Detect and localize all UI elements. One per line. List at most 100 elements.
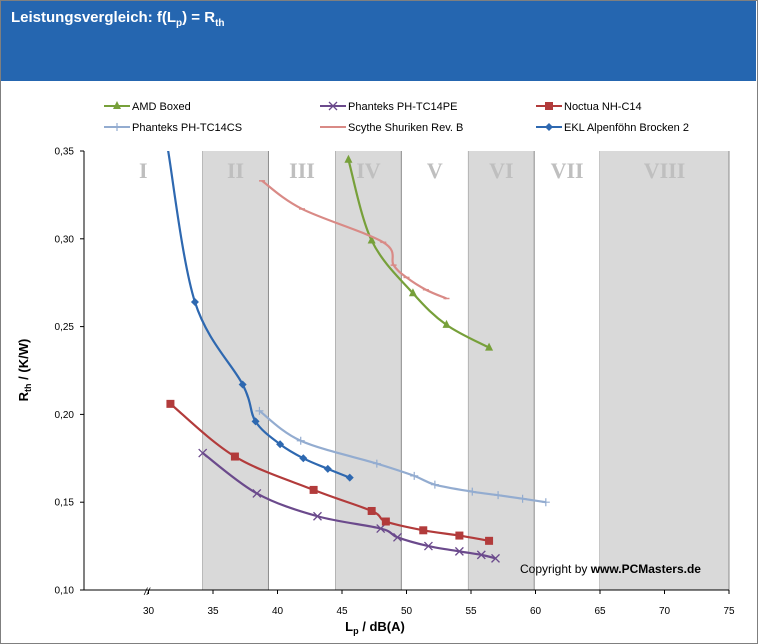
data-point <box>541 498 550 507</box>
series-layer <box>166 151 550 563</box>
x-tick-label: 60 <box>530 606 542 617</box>
legend-label: Scythe Shuriken Rev. B <box>348 122 463 134</box>
data-point <box>252 488 262 498</box>
data-point <box>255 406 264 415</box>
data-point <box>454 546 464 556</box>
data-point <box>408 288 417 297</box>
data-point <box>309 485 318 494</box>
data-point <box>455 531 464 540</box>
data-point <box>442 319 451 328</box>
legend-item-phanteks-ph-tc14pe: Phanteks PH-TC14PE <box>320 101 457 113</box>
x-tick-label: 50 <box>401 606 413 617</box>
x-tick-label: 45 <box>336 606 348 617</box>
data-point <box>251 417 260 426</box>
data-point <box>485 536 494 545</box>
data-point <box>276 440 285 449</box>
legend-item-phanteks-ph-tc14cs: Phanteks PH-TC14CS <box>104 122 242 134</box>
x-tick-label: 65 <box>594 606 606 617</box>
legend-label: Phanteks PH-TC14CS <box>132 122 242 134</box>
data-point <box>494 491 503 500</box>
data-point <box>313 511 322 521</box>
data-point <box>190 298 199 307</box>
x-tick-label: 70 <box>659 606 671 617</box>
y-axis-title: Rth / (K/W) <box>16 339 33 402</box>
zone-label-i: I <box>139 158 148 183</box>
chart-title: Leistungsvergleich: f(Lp) = Rth <box>11 9 225 29</box>
series-phanteks-ph-tc14cs <box>255 406 550 507</box>
axes-layer: 0,10 0,15 0,20 0,25 0,30 0,35 30 35 40 45 50 55 60 65… <box>55 147 735 618</box>
data-point <box>485 342 494 351</box>
x-axis-title: Lp / dB(A) <box>345 619 405 636</box>
y-tick-label: 0,30 <box>55 234 75 245</box>
zone-band-iv <box>335 151 402 590</box>
legend-item-noctua-nh-c14: Noctua NH-C14 <box>536 101 642 113</box>
zone-label-vi: VI <box>489 158 513 183</box>
series-phanteks-ph-tc14pe <box>198 448 500 563</box>
zone-band-viii <box>600 151 729 590</box>
series-amd-boxed <box>344 154 494 351</box>
legend-item-amd-boxed: AMD Boxed <box>104 101 191 113</box>
data-point <box>323 464 332 473</box>
zone-band-vi <box>468 151 535 590</box>
data-point <box>372 459 381 468</box>
x-tick-label: 40 <box>272 606 284 617</box>
zone-band-ii <box>202 151 269 590</box>
y-tick-label: 0,25 <box>55 322 75 333</box>
data-point <box>345 473 354 482</box>
legend-item-scythe-shuriken-rev-b: Scythe Shuriken Rev. B <box>320 122 463 134</box>
data-point <box>344 154 353 163</box>
data-point <box>419 526 428 535</box>
data-point <box>113 123 121 131</box>
axis-break-mark: // <box>143 587 151 598</box>
title-bar: Leistungsvergleich: f(Lp) = Rth <box>1 1 756 81</box>
series-noctua-nh-c14 <box>166 399 494 545</box>
data-point <box>545 102 553 110</box>
data-point <box>423 541 433 551</box>
y-tick-label: 0,10 <box>55 586 75 597</box>
series-line <box>347 159 490 349</box>
legend-label: EKL Alpenföhn Brocken 2 <box>564 122 689 134</box>
data-point <box>328 101 338 111</box>
data-point <box>376 524 386 533</box>
data-point <box>367 235 376 244</box>
zone-label-viii: VIII <box>644 158 686 183</box>
y-tick-label: 0,35 <box>55 147 75 158</box>
data-point <box>113 101 121 109</box>
legend-label: Phanteks PH-TC14PE <box>348 101 457 113</box>
data-point <box>230 452 239 461</box>
data-point <box>393 532 402 542</box>
legend-label: Noctua NH-C14 <box>564 101 642 113</box>
data-point <box>381 517 390 526</box>
x-tick-label: 55 <box>465 606 477 617</box>
zone-label-v: V <box>427 158 443 183</box>
zone-label-iii: III <box>289 158 315 183</box>
y-tick-label: 0,20 <box>55 410 75 421</box>
copyright-notice: Copyright by www.PCMasters.de <box>520 562 701 576</box>
data-point <box>545 123 553 131</box>
data-point <box>518 494 527 503</box>
y-tick-label: 0,15 <box>55 498 75 509</box>
legend: AMD Boxed Phanteks PH-TC14PE Noctua NH-C14… <box>104 101 689 134</box>
zone-label-ii: II <box>227 158 244 183</box>
data-point <box>238 380 247 389</box>
zones-layer: I II III IV V VI VII VIII <box>139 151 730 590</box>
series-ekl-alpenf-hn-brocken-2 <box>167 151 354 482</box>
data-point <box>198 448 208 458</box>
legend-item-ekl-alpenf-hn-brocken-2: EKL Alpenföhn Brocken 2 <box>536 122 689 134</box>
x-tick-label: 35 <box>207 606 219 617</box>
zone-label-iv: IV <box>356 158 381 183</box>
data-point <box>468 487 477 496</box>
data-point <box>166 399 175 408</box>
data-point <box>430 480 439 489</box>
data-point <box>299 454 308 463</box>
data-point <box>367 506 376 515</box>
x-tick-label: 75 <box>723 606 735 617</box>
legend-label: AMD Boxed <box>132 101 191 113</box>
data-point <box>296 436 305 445</box>
x-tick-label: 30 <box>143 606 155 617</box>
series-scythe-shuriken-rev-b <box>259 179 450 300</box>
data-point <box>491 553 500 563</box>
zone-label-vii: VII <box>551 158 584 183</box>
data-point <box>476 550 486 560</box>
